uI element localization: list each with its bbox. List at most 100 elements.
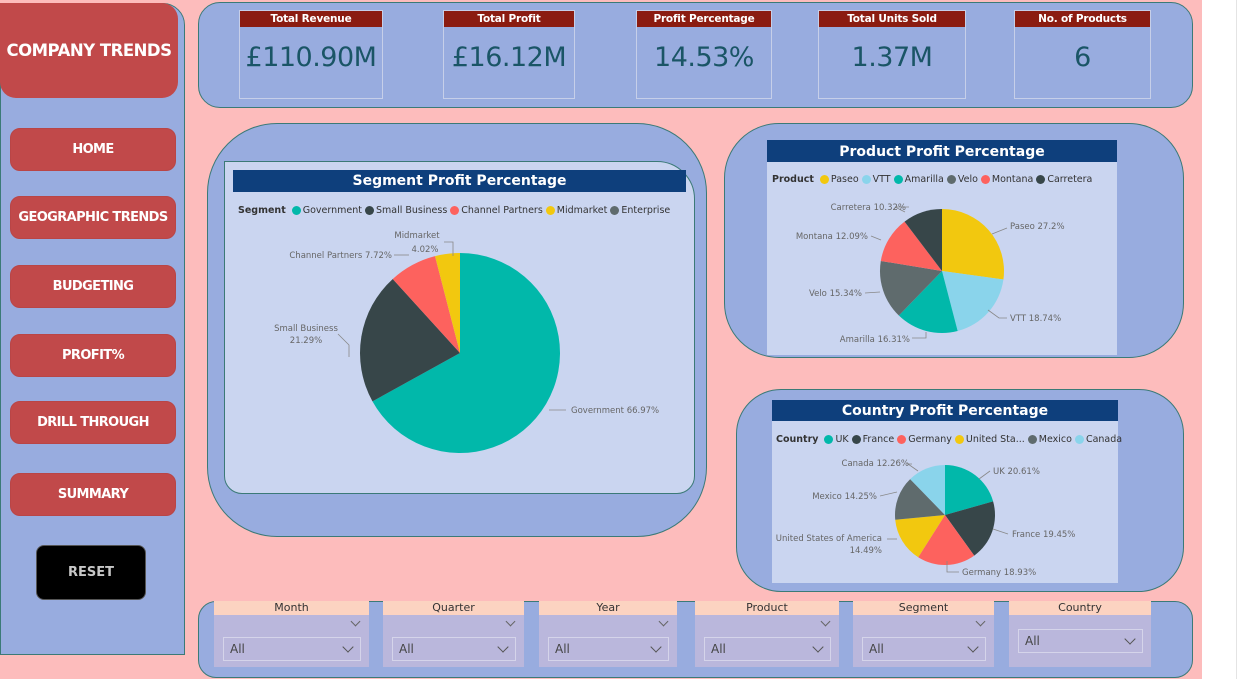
legend-item[interactable]: United Sta...	[954, 434, 1025, 445]
legend-item[interactable]: Carretera	[1036, 174, 1092, 185]
kpi-title: Profit Percentage	[637, 11, 771, 27]
legend-item[interactable]: Channel Partners	[450, 205, 543, 216]
legend-item[interactable]: Velo	[946, 174, 978, 185]
pie-slice-government[interactable]	[372, 253, 560, 453]
leader-line	[978, 470, 991, 480]
slice-label-united-states-value: 14.49%	[850, 546, 882, 556]
chevron-down-icon[interactable]	[975, 616, 986, 627]
slice-label-paseo: Paseo 27.2%	[1010, 222, 1065, 232]
legend-dot	[291, 206, 301, 215]
pie-slice-canada[interactable]	[910, 465, 945, 515]
pie-slice-small-business[interactable]	[359, 278, 460, 402]
leader-line	[946, 561, 959, 573]
right-divider	[1236, 0, 1237, 679]
segment-dropdown[interactable]: All	[862, 637, 986, 661]
leader-line	[912, 332, 927, 339]
chevron-down-icon[interactable]	[505, 616, 516, 627]
slice-label-velo: Velo 15.34%	[809, 289, 862, 299]
legend-item[interactable]: Montana	[980, 174, 1033, 185]
slice-label-canada: Canada 12.26%	[842, 459, 909, 469]
nav-budgeting-button[interactable]: BUDGETING	[10, 265, 176, 308]
chevron-down-icon	[1124, 633, 1136, 645]
legend-item[interactable]: Small Business	[364, 205, 447, 216]
reset-button[interactable]: RESET	[36, 545, 146, 600]
legend-label: Midmarket	[556, 205, 608, 216]
pie-slice-midmarket[interactable]	[435, 253, 460, 353]
country-dropdown[interactable]: All	[1018, 629, 1143, 653]
slice-label-germany: Germany 18.93%	[962, 568, 1036, 578]
legend-dot	[1074, 435, 1084, 444]
product-pie-slices[interactable]	[880, 209, 1005, 333]
pie-slice-mexico[interactable]	[895, 479, 945, 520]
country-pie-slices[interactable]	[895, 465, 995, 565]
leader-line	[870, 235, 882, 241]
slice-label-midmarket-value: 4.02%	[411, 245, 438, 255]
slicer-header: Quarter	[383, 601, 524, 615]
pie-slice-velo[interactable]	[880, 260, 942, 316]
nav-home-button[interactable]: HOME	[10, 128, 176, 171]
legend-item[interactable]: Amarilla	[893, 174, 944, 185]
legend-item[interactable]: Germany	[897, 434, 952, 445]
chevron-down-icon	[497, 641, 509, 653]
legend-item[interactable]: VTT	[861, 174, 891, 185]
pie-slice-uk[interactable]	[945, 465, 994, 515]
year-dropdown[interactable]: All	[548, 637, 669, 661]
dropdown-value: All	[230, 642, 245, 656]
legend-dot	[980, 175, 990, 184]
kpi-value: 6	[1074, 42, 1091, 73]
legend-item[interactable]: France	[851, 434, 894, 445]
pie-slice-united-states-of-america[interactable]	[895, 515, 945, 558]
slicer-header: Segment	[853, 601, 994, 615]
month-dropdown[interactable]: All	[223, 637, 361, 661]
legend-label: Amarilla	[904, 174, 944, 185]
legend-item[interactable]: Canada	[1074, 434, 1123, 445]
legend-item[interactable]: Mexico	[1027, 434, 1072, 445]
dropdown-value: All	[1025, 634, 1040, 648]
segment-legend: Segment Government Small Business Channe…	[238, 205, 673, 216]
chevron-down-icon[interactable]	[658, 616, 669, 627]
pie-slice-carretera[interactable]	[904, 209, 942, 271]
slicer-product: Product All	[695, 601, 839, 667]
slice-label-montana: Montana 12.09%	[796, 232, 868, 242]
legend-item[interactable]: Government	[291, 205, 362, 216]
leader-line	[987, 309, 1007, 319]
kpi-value: £110.90M	[245, 42, 377, 73]
nav-geographic-trends-button[interactable]: GEOGRAPHIC TRENDS	[10, 196, 176, 239]
kpi-number-of-products: No. of Products 6	[1014, 10, 1151, 99]
pie-slice-germany[interactable]	[918, 515, 975, 565]
kpi-value: 1.37M	[851, 42, 933, 73]
nav-summary-button[interactable]: SUMMARY	[10, 473, 176, 516]
legend-item[interactable]: UK	[824, 434, 849, 445]
segment-chart-title: Segment Profit Percentage	[233, 170, 686, 192]
legend-dot	[450, 206, 460, 215]
pie-slice-paseo[interactable]	[942, 209, 1005, 280]
slicer-header: Year	[539, 601, 677, 615]
pie-slice-channel-partners[interactable]	[392, 256, 460, 353]
nav-profit-button[interactable]: PROFIT%	[10, 334, 176, 377]
legend-item[interactable]: Paseo	[819, 174, 859, 185]
product-legend: Product Paseo VTT Amarilla Velo Montana …	[772, 174, 1095, 185]
legend-dot	[819, 175, 829, 184]
legend-item[interactable]: Enterprise	[610, 205, 670, 216]
pie-slice-montana[interactable]	[880, 221, 942, 271]
legend-label: Canada	[1085, 434, 1123, 445]
chevron-down-icon[interactable]	[820, 616, 831, 627]
legend-label: Mexico	[1038, 434, 1072, 445]
brand-title: COMPANY TRENDS	[0, 3, 178, 98]
legend-dot	[893, 175, 903, 184]
product-dropdown[interactable]: All	[704, 637, 831, 661]
legend-dot	[545, 206, 555, 215]
chevron-down-icon[interactable]	[350, 616, 361, 627]
slicer-year: Year All	[539, 601, 677, 667]
legend-dot	[364, 206, 374, 215]
right-margin	[1202, 0, 1248, 679]
chevron-down-icon	[967, 641, 979, 653]
nav-drill-through-button[interactable]: DRILL THROUGH	[10, 401, 176, 444]
legend-item[interactable]: Midmarket	[545, 205, 608, 216]
pie-slice-vtt[interactable]	[942, 271, 1004, 331]
quarter-dropdown[interactable]: All	[392, 637, 516, 661]
legend-title: Country	[776, 434, 819, 445]
segment-pie-slices[interactable]	[359, 253, 560, 453]
pie-slice-amarilla[interactable]	[898, 271, 958, 333]
pie-slice-france[interactable]	[945, 501, 995, 556]
